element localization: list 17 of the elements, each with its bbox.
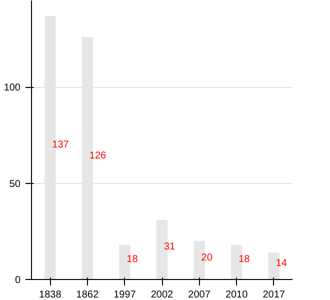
x-tick-label: 1838 (39, 290, 62, 300)
x-tick-label: 1862 (76, 290, 99, 300)
y-tick-label: 50 (9, 178, 21, 190)
y-tick-label: 100 (4, 82, 21, 94)
x-tick-label: 2002 (150, 290, 174, 300)
data-label: 137 (52, 140, 70, 151)
data-label: 18 (126, 254, 138, 266)
x-tick-label: 2007 (188, 290, 211, 300)
y-tick-label: 0 (14, 275, 21, 286)
x-tick-label: 1997 (114, 290, 136, 300)
x-tick-label: 2017 (262, 290, 286, 300)
data-label: 126 (89, 150, 107, 162)
data-label: 31 (164, 242, 176, 253)
data-label: 18 (238, 254, 250, 266)
data-label: 14 (276, 258, 288, 270)
x-tick-label: 2010 (225, 290, 248, 300)
data-label: 20 (201, 252, 213, 264)
